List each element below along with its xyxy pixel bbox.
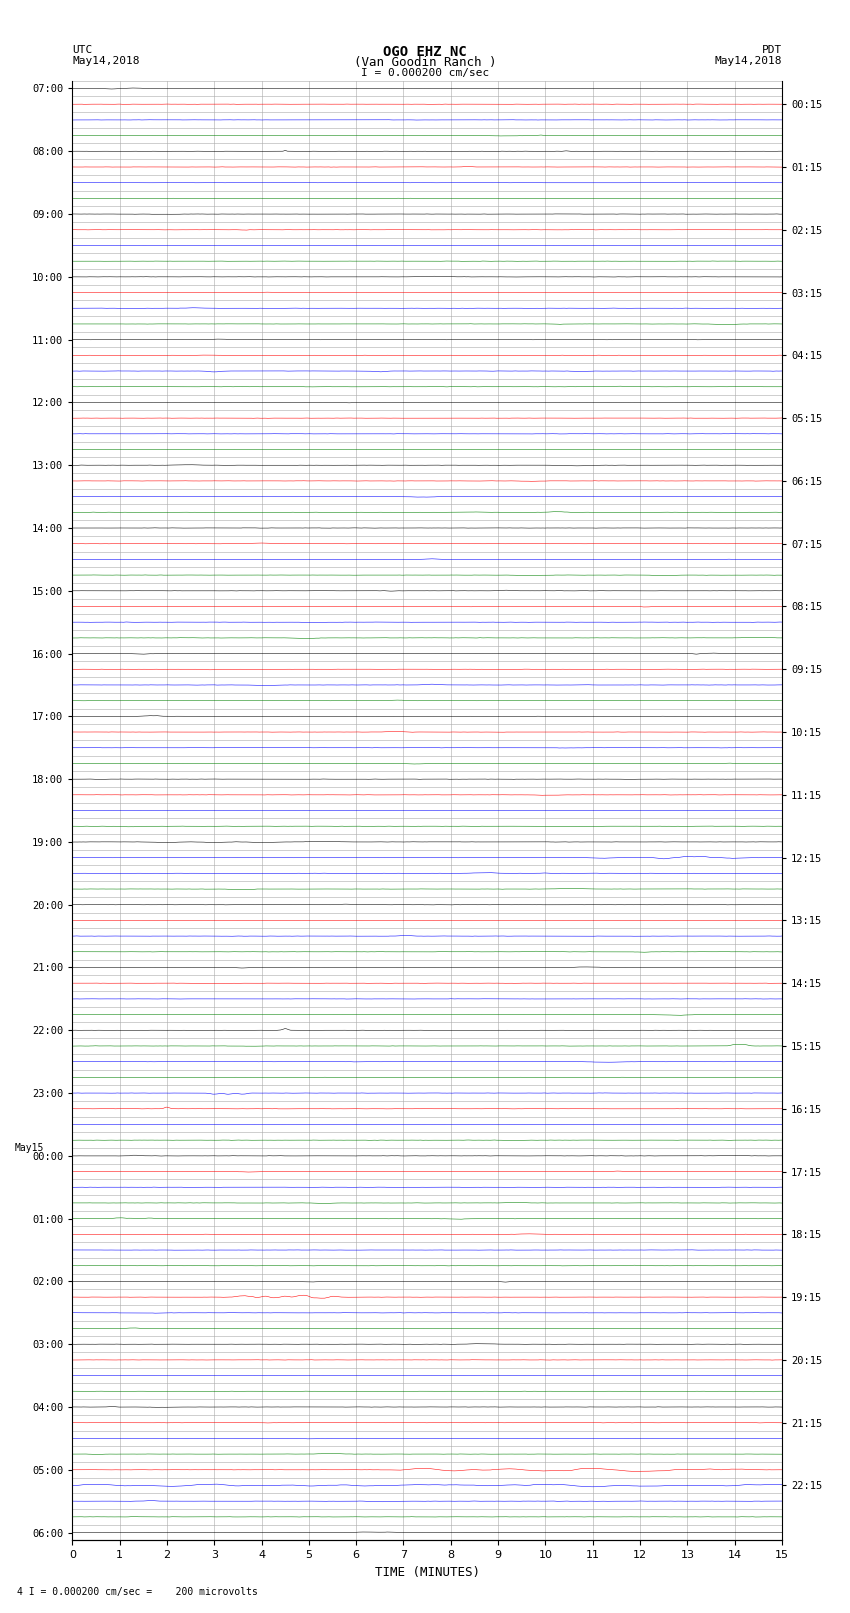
Text: May14,2018: May14,2018 xyxy=(715,56,782,66)
Text: 4 I = 0.000200 cm/sec =    200 microvolts: 4 I = 0.000200 cm/sec = 200 microvolts xyxy=(17,1587,258,1597)
Text: UTC: UTC xyxy=(72,45,93,55)
X-axis label: TIME (MINUTES): TIME (MINUTES) xyxy=(375,1566,479,1579)
Text: May14,2018: May14,2018 xyxy=(72,56,139,66)
Text: (Van Goodin Ranch ): (Van Goodin Ranch ) xyxy=(354,56,496,69)
Text: May15: May15 xyxy=(14,1144,44,1153)
Text: PDT: PDT xyxy=(762,45,782,55)
Text: OGO EHZ NC: OGO EHZ NC xyxy=(383,45,467,60)
Text: I = 0.000200 cm/sec: I = 0.000200 cm/sec xyxy=(361,68,489,77)
